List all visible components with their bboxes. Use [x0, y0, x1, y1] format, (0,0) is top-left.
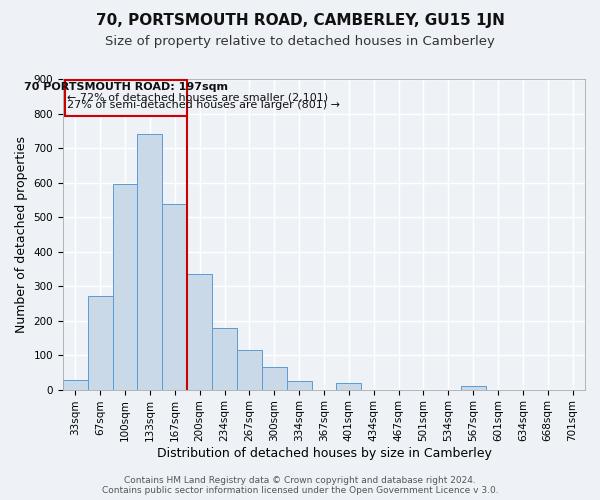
Bar: [287, 381, 311, 390]
Bar: [163, 204, 187, 390]
Text: Contains HM Land Registry data © Crown copyright and database right 2024.: Contains HM Land Registry data © Crown c…: [124, 476, 476, 485]
Bar: [137, 134, 163, 390]
X-axis label: Distribution of detached houses by size in Camberley: Distribution of detached houses by size …: [157, 447, 491, 460]
Bar: [113, 184, 137, 390]
Bar: [337, 384, 361, 390]
Bar: [461, 386, 485, 390]
Text: Size of property relative to detached houses in Camberley: Size of property relative to detached ho…: [105, 35, 495, 48]
Bar: [212, 328, 237, 390]
Bar: [63, 380, 88, 390]
Text: Contains public sector information licensed under the Open Government Licence v : Contains public sector information licen…: [101, 486, 499, 495]
Bar: [88, 296, 113, 390]
Text: 27% of semi-detached houses are larger (801) →: 27% of semi-detached houses are larger (…: [67, 100, 340, 110]
FancyBboxPatch shape: [65, 80, 187, 116]
Text: 70, PORTSMOUTH ROAD, CAMBERLEY, GU15 1JN: 70, PORTSMOUTH ROAD, CAMBERLEY, GU15 1JN: [95, 12, 505, 28]
Bar: [237, 350, 262, 390]
Y-axis label: Number of detached properties: Number of detached properties: [15, 136, 28, 333]
Text: ← 72% of detached houses are smaller (2,101): ← 72% of detached houses are smaller (2,…: [67, 92, 329, 102]
Bar: [187, 274, 212, 390]
Text: 70 PORTSMOUTH ROAD: 197sqm: 70 PORTSMOUTH ROAD: 197sqm: [24, 82, 228, 92]
Bar: [262, 367, 287, 390]
